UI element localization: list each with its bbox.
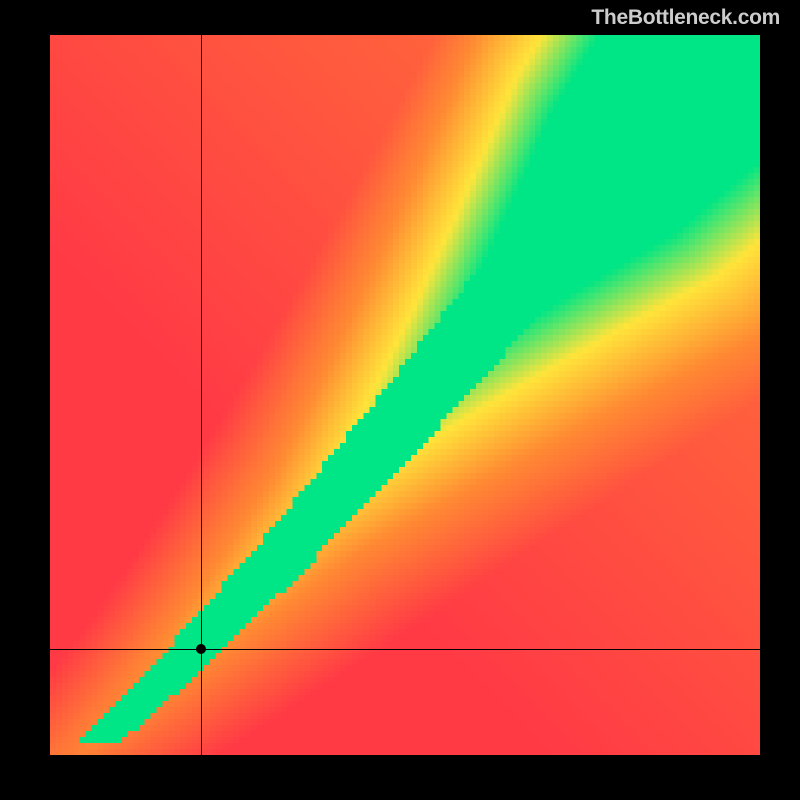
data-point-marker — [196, 644, 206, 654]
watermark-label: TheBottleneck.com — [591, 6, 780, 30]
crosshair-horizontal — [50, 649, 760, 650]
heatmap-canvas — [50, 35, 760, 755]
heatmap-plot — [50, 35, 760, 755]
